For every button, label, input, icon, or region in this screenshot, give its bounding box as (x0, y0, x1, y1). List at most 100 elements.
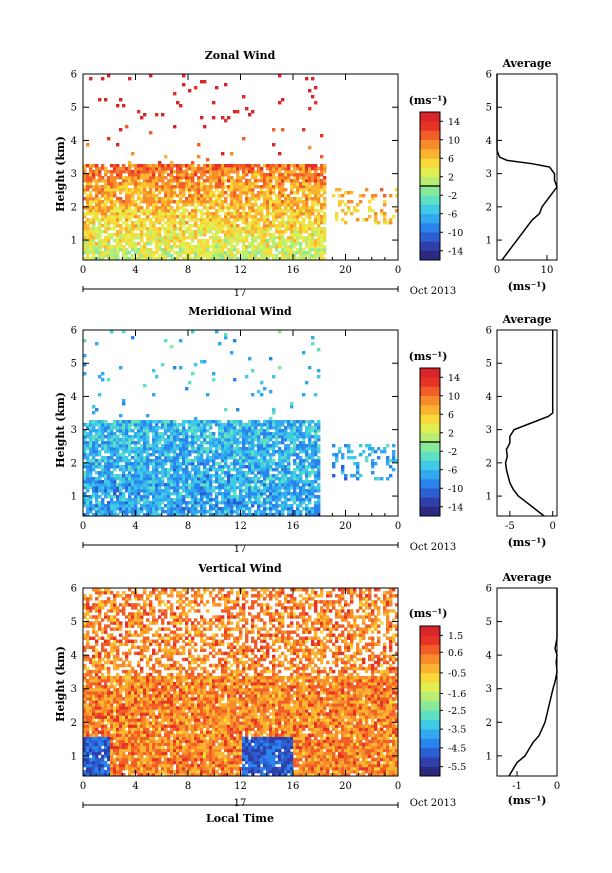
heatmap-cell (176, 468, 180, 472)
heatmap-cell (125, 194, 129, 198)
heatmap-cell (206, 456, 210, 460)
heatmap-cell (305, 507, 309, 511)
heatmap-cell (212, 212, 216, 216)
heatmap-cell (167, 456, 171, 460)
heatmap-cell (236, 504, 240, 508)
heatmap-cell (122, 423, 126, 427)
heatmap-cell (92, 257, 96, 261)
heatmap-cell (275, 474, 279, 478)
heatmap-cell (83, 624, 87, 628)
heatmap-cell (110, 330, 114, 334)
heatmap-cell (209, 245, 213, 249)
heatmap-cell (107, 182, 111, 186)
heatmap-cell (251, 197, 255, 201)
heatmap-cell (155, 248, 159, 252)
heatmap-cell (206, 245, 210, 249)
heatmap-cell (167, 492, 171, 496)
heatmap-cell (137, 483, 141, 487)
colorbar-swatch (420, 451, 440, 461)
heatmap-cell (176, 251, 180, 255)
heatmap-cell (218, 209, 222, 213)
heatmap-cell (83, 709, 87, 713)
heatmap-cell (188, 194, 192, 198)
heatmap-cell (311, 248, 315, 252)
heatmap-cell (248, 435, 252, 439)
heatmap-cell (377, 456, 381, 460)
heatmap-cell (266, 468, 270, 472)
heatmap-cell (137, 173, 141, 177)
heatmap-cell (137, 447, 141, 451)
heatmap-cell (113, 245, 117, 249)
heatmap-cell (230, 468, 234, 472)
heatmap-cell (89, 185, 93, 189)
heatmap-cell (290, 432, 294, 436)
heatmap-cell (248, 191, 252, 195)
heatmap-cell (233, 450, 237, 454)
heatmap-cell (260, 206, 264, 210)
heatmap-cell (179, 492, 183, 496)
heatmap-cell (305, 185, 309, 189)
heatmap-cell (257, 462, 261, 466)
heatmap-cell (128, 507, 132, 511)
heatmap-cell (242, 429, 246, 433)
heatmap-cell (260, 176, 264, 180)
heatmap-cell (377, 221, 381, 225)
heatmap-cell (233, 239, 237, 243)
heatmap-cell (119, 224, 123, 228)
heatmap-cell (299, 206, 303, 210)
heatmap-cell (116, 444, 120, 448)
heatmap-cell (221, 423, 225, 427)
heatmap-cell (224, 423, 228, 427)
heatmap-cell (236, 239, 240, 243)
heatmap-cell (308, 513, 312, 517)
heatmap-cell (86, 751, 90, 756)
heatmap-cell (185, 203, 189, 207)
heatmap-cell (191, 495, 195, 499)
heatmap-cell (233, 206, 237, 210)
heatmap-cell (107, 501, 111, 505)
heatmap-cell (137, 459, 141, 463)
heatmap-cell (203, 239, 207, 243)
heatmap-cell (134, 233, 138, 237)
heatmap-cell (299, 215, 303, 219)
heatmap-cell (257, 450, 261, 454)
heatmap-cell (245, 197, 249, 201)
heatmap-cell (95, 465, 99, 469)
heatmap-cell (218, 507, 222, 511)
heatmap-cell (383, 212, 387, 216)
heatmap-cell (230, 167, 234, 171)
heatmap-cell (233, 233, 237, 237)
heatmap-cell (266, 507, 270, 511)
heatmap-cell (230, 185, 234, 189)
heatmap-cell (113, 453, 117, 457)
heatmap-cell (92, 483, 96, 487)
heatmap-cell (110, 507, 114, 511)
heatmap-cell (83, 636, 87, 640)
heatmap-cell (308, 486, 312, 490)
heatmap-cell (314, 227, 318, 231)
heatmap-cell (215, 513, 219, 517)
heatmap-cell (275, 230, 279, 234)
heatmap-cell (200, 462, 204, 466)
heatmap-cell (290, 492, 294, 496)
heatmap-cell (293, 501, 297, 505)
heatmap-cell (263, 176, 267, 180)
heatmap-cell (116, 176, 120, 180)
heatmap-cell (203, 188, 207, 192)
heatmap-cell (203, 197, 207, 201)
heatmap-cell (266, 513, 270, 517)
heatmap-cell (182, 194, 186, 198)
heatmap-cell (215, 420, 219, 424)
heatmap-cell (122, 507, 126, 511)
heatmap-cell (287, 462, 291, 466)
heatmap-cell (335, 459, 339, 463)
heatmap-cell (269, 468, 273, 472)
heatmap-cell (188, 182, 192, 186)
heatmap-cell (152, 197, 156, 201)
heatmap-cell (86, 600, 90, 604)
heatmap-cell (299, 480, 303, 484)
heatmap-cell (152, 167, 156, 171)
heatmap-cell (167, 513, 171, 517)
heatmap-cell (128, 173, 132, 177)
heatmap-cell (308, 471, 312, 475)
